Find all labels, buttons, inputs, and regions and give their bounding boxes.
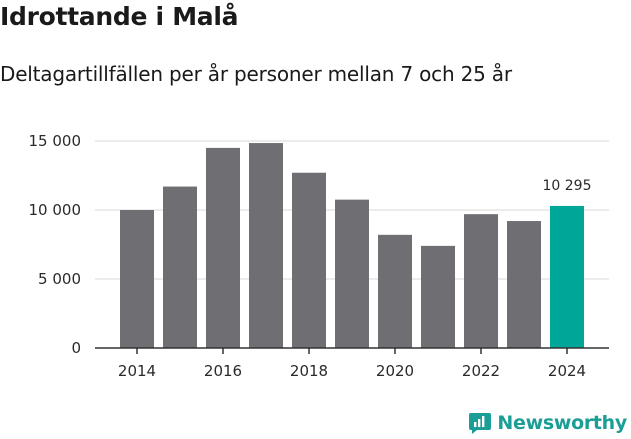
- brand-name: Newsworthy: [497, 412, 627, 434]
- x-tick-label: 2022: [462, 362, 500, 380]
- bar-2017: [249, 143, 283, 348]
- axes: [95, 347, 609, 354]
- bar-2015: [163, 186, 197, 348]
- chart-subtitle: Deltagartillfällen per år personer mella…: [0, 62, 512, 86]
- bar-2019: [335, 199, 369, 348]
- brand-logo: Newsworthy: [468, 411, 627, 435]
- bars: [120, 143, 584, 348]
- bar-2014: [120, 210, 154, 348]
- y-tick-label: 0: [71, 339, 81, 357]
- bar-2018: [292, 172, 326, 348]
- bar-2021: [421, 245, 455, 348]
- bar-2023: [507, 221, 541, 348]
- bar-2020: [378, 234, 412, 348]
- x-tick-label: 2018: [290, 362, 328, 380]
- bar-2022: [464, 214, 498, 348]
- x-tick-label: 2016: [204, 362, 242, 380]
- bar-2016: [206, 147, 240, 348]
- y-tick-label: 15 000: [29, 132, 82, 150]
- x-tick-label: 2014: [118, 362, 156, 380]
- newsworthy-logo-icon: [469, 413, 492, 434]
- x-tick-label: 2020: [376, 362, 414, 380]
- labels: 0 5 000 10 000 15 000 10 295 2014 2016 2018 2020…: [29, 132, 592, 380]
- y-tick-label: 10 000: [29, 201, 82, 219]
- y-tick-label: 5 000: [38, 270, 81, 288]
- x-tick-label: 2024: [548, 362, 586, 380]
- bar-2024: [550, 205, 584, 348]
- chart-title: Idrottande i Malå: [0, 2, 239, 31]
- highlight-value-label: 10 295: [543, 178, 592, 194]
